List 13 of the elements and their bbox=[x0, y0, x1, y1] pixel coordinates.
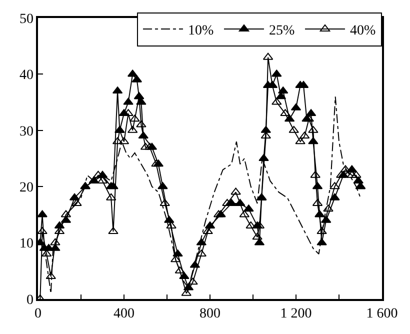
y-tick-label: 0 bbox=[26, 292, 34, 308]
legend-label: 10% bbox=[188, 23, 214, 38]
y-tick-label: 30 bbox=[19, 124, 34, 140]
y-tick-label: 20 bbox=[19, 180, 34, 196]
legend-label: 25% bbox=[269, 23, 295, 38]
legend-label: 40% bbox=[350, 23, 376, 38]
y-tick-label: 40 bbox=[19, 68, 34, 84]
x-tick-label: 800 bbox=[200, 306, 220, 322]
x-tick-label: 1 600 bbox=[366, 306, 398, 322]
y-tick-label: 10 bbox=[19, 236, 34, 252]
x-tick-label: 1 200 bbox=[280, 306, 312, 322]
x-tick-label: 400 bbox=[114, 306, 134, 322]
y-tick-label: 50 bbox=[19, 12, 34, 27]
